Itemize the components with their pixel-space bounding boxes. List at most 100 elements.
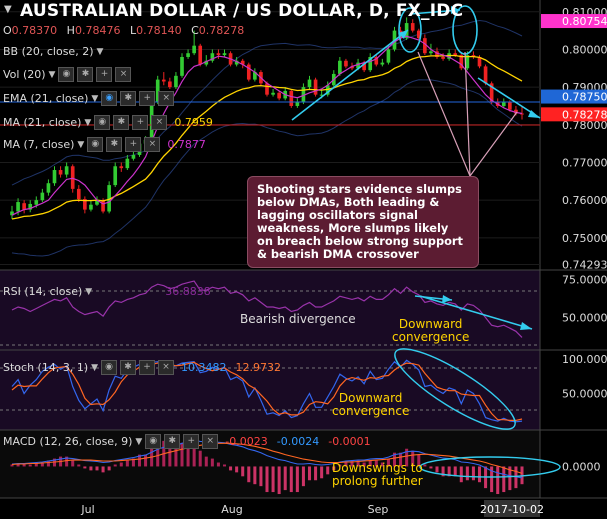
macd-value-1: -0.0023 xyxy=(225,435,268,448)
close-icon[interactable]: × xyxy=(151,115,168,130)
candle-body xyxy=(113,166,118,186)
rsi-annotations xyxy=(414,295,533,330)
indicator-bb[interactable]: BB (20, close, 2) ▼ xyxy=(3,45,103,58)
gear-icon[interactable]: ✱ xyxy=(164,434,181,449)
candle-body xyxy=(356,62,360,69)
close-icon[interactable]: × xyxy=(158,360,175,375)
candle xyxy=(64,162,69,178)
rsi-convergence-line: Downward xyxy=(398,317,463,331)
candle-body xyxy=(380,62,385,65)
candle-body xyxy=(271,92,275,95)
eye-icon[interactable]: ◉ xyxy=(87,137,104,152)
indicator-ma21[interactable]: MA (21, close) ▼ ◉ ✱ + × 0.7959 xyxy=(3,115,213,130)
candle-body xyxy=(441,56,445,59)
plus-icon[interactable]: + xyxy=(183,434,200,449)
candle-body xyxy=(22,203,26,210)
gear-icon[interactable]: ✱ xyxy=(106,137,123,152)
candle-body xyxy=(70,166,75,189)
candle-body xyxy=(210,53,215,61)
eye-icon[interactable]: ◉ xyxy=(101,360,118,375)
close-icon[interactable]: × xyxy=(115,67,132,82)
candle-body xyxy=(344,60,348,67)
candle-body xyxy=(125,158,130,169)
candle xyxy=(344,58,348,69)
callout-line: Shooting stars evidence slumps xyxy=(257,182,462,196)
rsi-tick-label: 50.0000 xyxy=(562,312,607,325)
callout-line: on breach below strong support xyxy=(257,234,463,248)
gear-icon[interactable]: ✱ xyxy=(113,115,130,130)
current-date-label: 2017-10-02 xyxy=(480,503,544,516)
candle-body xyxy=(362,62,366,71)
candle xyxy=(246,62,251,82)
indicator-ema[interactable]: EMA (21, close) ▼ ◉ ✱ + × xyxy=(3,91,175,106)
candle xyxy=(76,185,81,203)
eye-icon[interactable]: ◉ xyxy=(101,91,118,106)
ohlc-readout: O0.78370 H0.78476 L0.78140 C0.78278 xyxy=(3,24,250,37)
stoch-convergence-line: Downward xyxy=(338,391,403,405)
gear-icon[interactable]: ✱ xyxy=(77,67,94,82)
plus-icon[interactable]: + xyxy=(96,67,113,82)
macd-note-line: prolong further xyxy=(332,474,423,488)
low-value: 0.78140 xyxy=(136,24,182,37)
collapse-icon[interactable]: ▼ xyxy=(4,4,12,15)
rsi-legend[interactable]: RSI (14, close) ▼ 36.8838 xyxy=(3,285,211,298)
plus-icon[interactable]: + xyxy=(125,137,142,152)
chevron-down-icon[interactable]: ▼ xyxy=(85,286,93,297)
close-icon[interactable]: × xyxy=(158,91,175,106)
close-icon[interactable]: × xyxy=(202,434,219,449)
gear-icon[interactable]: ✱ xyxy=(120,91,137,106)
eye-icon[interactable]: ◉ xyxy=(58,67,75,82)
price-tick-label: 0.77000 xyxy=(562,156,607,169)
chevron-down-icon[interactable]: ▼ xyxy=(91,362,99,373)
rsi-tick-label: 75.0000 xyxy=(562,274,607,287)
stoch-panel xyxy=(0,350,540,430)
chart-title: AUSTRALIAN DOLLAR / US DOLLAR, D, FX_IDC xyxy=(20,1,464,21)
candle-body xyxy=(161,79,166,82)
chevron-down-icon[interactable]: ▼ xyxy=(77,139,85,150)
candle xyxy=(192,30,196,56)
candle-body xyxy=(289,90,294,106)
rsi-convergence-line: convergence xyxy=(392,330,470,344)
macd-note-line: Downswings to xyxy=(332,461,423,475)
candle xyxy=(289,89,294,108)
plus-icon[interactable]: + xyxy=(132,115,149,130)
eye-icon[interactable]: ◉ xyxy=(94,115,111,130)
price-tick-label: 0.76000 xyxy=(562,194,607,207)
indicator-ma7[interactable]: MA (7, close) ▼ ◉ ✱ + × 0.7877 xyxy=(3,137,206,152)
close-key: C xyxy=(191,24,199,37)
chevron-down-icon[interactable]: ▼ xyxy=(96,46,104,57)
candle xyxy=(416,28,421,41)
ma7-value: 0.7877 xyxy=(167,138,206,151)
stoch-k-line xyxy=(11,359,523,423)
close-icon[interactable]: × xyxy=(144,137,161,152)
high-key: H xyxy=(66,24,75,37)
callout-line: lagging oscillators signal xyxy=(257,208,418,222)
analysis-callout: Shooting stars evidence slumps below DMA… xyxy=(247,176,479,268)
chevron-down-icon[interactable]: ▼ xyxy=(48,69,56,80)
macd-legend[interactable]: MACD (12, 26, close, 9) ▼ ◉ ✱ + × -0.0023 -0… xyxy=(3,434,371,449)
candle xyxy=(40,188,45,203)
candle-body xyxy=(240,60,245,65)
chevron-down-icon[interactable]: ▼ xyxy=(91,93,99,104)
plus-icon[interactable]: + xyxy=(139,360,156,375)
price-tick-label: 0.75000 xyxy=(562,232,607,245)
candle-body xyxy=(514,109,518,114)
candle-body xyxy=(374,56,379,65)
candle xyxy=(174,72,178,90)
plus-icon[interactable]: + xyxy=(139,91,156,106)
time-axis[interactable]: Jul Aug Sep 2017-10-02 xyxy=(80,500,544,517)
rsi-label: RSI (14, close) xyxy=(3,285,83,298)
price-axis[interactable] xyxy=(540,0,607,498)
callout-line: below DMAs, Both leading & xyxy=(257,195,440,209)
indicator-vol[interactable]: Vol (20) ▼ ◉ ✱ + × xyxy=(3,67,132,82)
eye-icon[interactable]: ◉ xyxy=(145,434,162,449)
gear-icon[interactable]: ✱ xyxy=(120,360,137,375)
price-tick-label: 0.80000 xyxy=(562,43,607,56)
bearish-divergence-label: Bearish divergence xyxy=(240,312,356,326)
chevron-down-icon[interactable]: ▼ xyxy=(84,117,92,128)
macd-tick-label: 0.0000 xyxy=(562,460,601,473)
candle-body xyxy=(155,79,160,103)
stoch-legend[interactable]: Stoch (14, 3, 1) ▼ ◉ ✱ + × 10.3482 12.9732 xyxy=(3,360,281,375)
chevron-down-icon[interactable]: ▼ xyxy=(135,436,143,447)
